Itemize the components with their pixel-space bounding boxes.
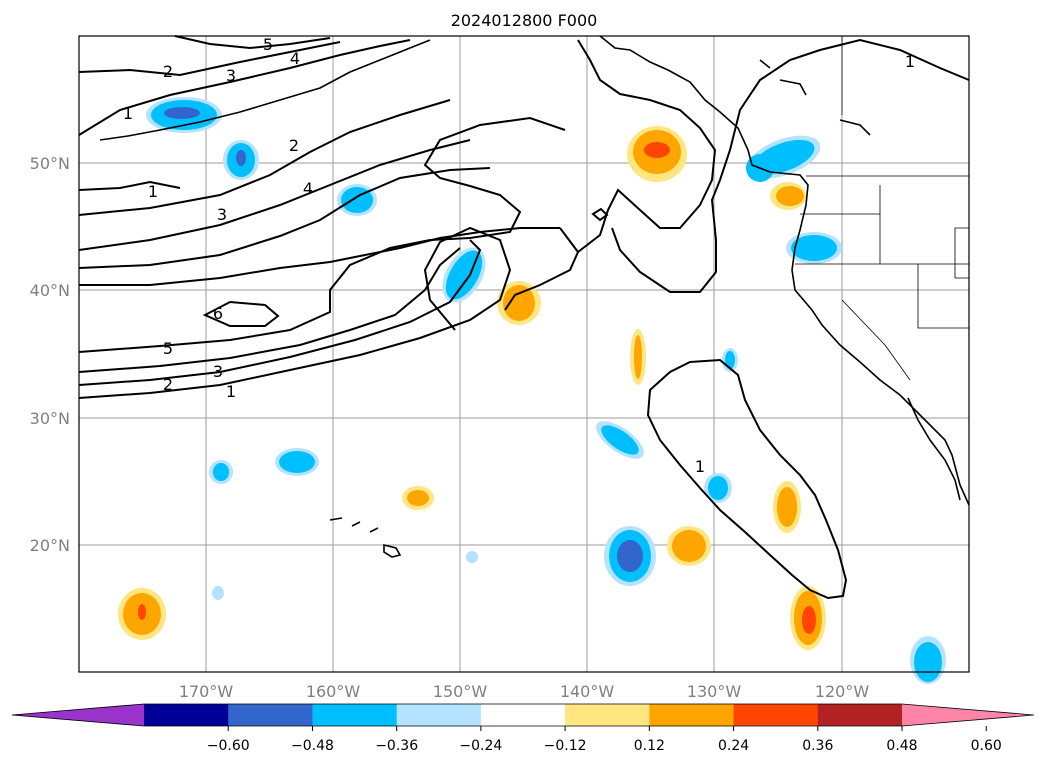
colorbar-extension-high xyxy=(902,704,1034,726)
lon-label: 130°W xyxy=(687,682,742,701)
colorbar-tick-label: 0.36 xyxy=(802,738,833,754)
lon-label: 170°W xyxy=(179,682,234,701)
lat-label: 50°N xyxy=(30,154,70,173)
contour-label: 5 xyxy=(163,339,173,358)
contour-label: 1 xyxy=(226,382,236,401)
colorbar-outline xyxy=(11,703,1035,727)
contour-label: 3 xyxy=(226,66,236,85)
contour-label: 1 xyxy=(148,182,158,201)
colorbar-tick-label: −0.24 xyxy=(459,738,502,754)
contour-label: 3 xyxy=(217,205,227,224)
contour-label: 2 xyxy=(289,136,299,155)
contour-label: 2 xyxy=(163,62,173,81)
colorbar-tick-label: 0.60 xyxy=(971,738,1002,754)
colorbar-segment xyxy=(817,704,903,726)
map-background xyxy=(79,36,969,672)
contour-label: 4 xyxy=(303,179,313,198)
contour-label: 5 xyxy=(263,35,273,54)
colorbar-segment xyxy=(649,704,735,726)
borders xyxy=(795,36,970,381)
colorbar-segment xyxy=(144,704,229,726)
colorbar-extension-low xyxy=(12,704,144,726)
longitude-labels: 170°W 160°W 150°W 140°W 130°W 120°W xyxy=(179,682,870,701)
contour-label: 4 xyxy=(290,49,300,68)
colorbar-segment xyxy=(228,704,313,726)
colorbar-tick-label: −0.12 xyxy=(544,738,587,754)
latitude-labels: 50°N 40°N 30°N 20°N xyxy=(30,154,70,555)
contour-lines xyxy=(78,35,970,600)
colorbar: −0.60 −0.48 −0.36 −0.24 −0.12 0.12 0.24 0.36 0.4… xyxy=(11,703,1035,754)
lat-label: 40°N xyxy=(30,281,70,300)
colorbar-tick-label: 0.24 xyxy=(718,738,749,754)
lat-label: 20°N xyxy=(30,536,70,555)
colorbar-tick-label: −0.36 xyxy=(375,738,418,754)
colorbar-segment xyxy=(312,704,398,726)
colorbar-segment xyxy=(480,704,566,726)
lat-label: 30°N xyxy=(30,409,70,428)
contour-label: 2 xyxy=(163,375,173,394)
contour-label: 3 xyxy=(213,362,223,381)
colorbar-tick-label: 0.48 xyxy=(886,738,917,754)
colorbar-segment xyxy=(396,704,482,726)
lon-label: 140°W xyxy=(560,682,615,701)
lon-label: 150°W xyxy=(433,682,488,701)
coastlines xyxy=(99,35,970,558)
colorbar-tick-label: −0.60 xyxy=(207,738,250,754)
figure-title: 2024012800 F000 xyxy=(451,11,598,30)
contour-label: 1 xyxy=(695,457,705,476)
contour-labels: 5 4 3 2 1 2 1 3 4 6 5 3 2 1 1 1 xyxy=(123,35,915,476)
lon-label: 120°W xyxy=(815,682,870,701)
shaded-anomalies xyxy=(118,97,946,684)
contour-label: 6 xyxy=(213,304,223,323)
colorbar-tick-label: 0.12 xyxy=(634,738,665,754)
colorbar-tick-label: −0.48 xyxy=(291,738,334,754)
lon-label: 160°W xyxy=(306,682,361,701)
contour-label: 1 xyxy=(123,104,133,123)
map-frame xyxy=(78,35,970,673)
contour-label: 1 xyxy=(905,52,915,71)
colorbar-segment xyxy=(733,704,819,726)
colorbar-segment xyxy=(565,704,650,726)
